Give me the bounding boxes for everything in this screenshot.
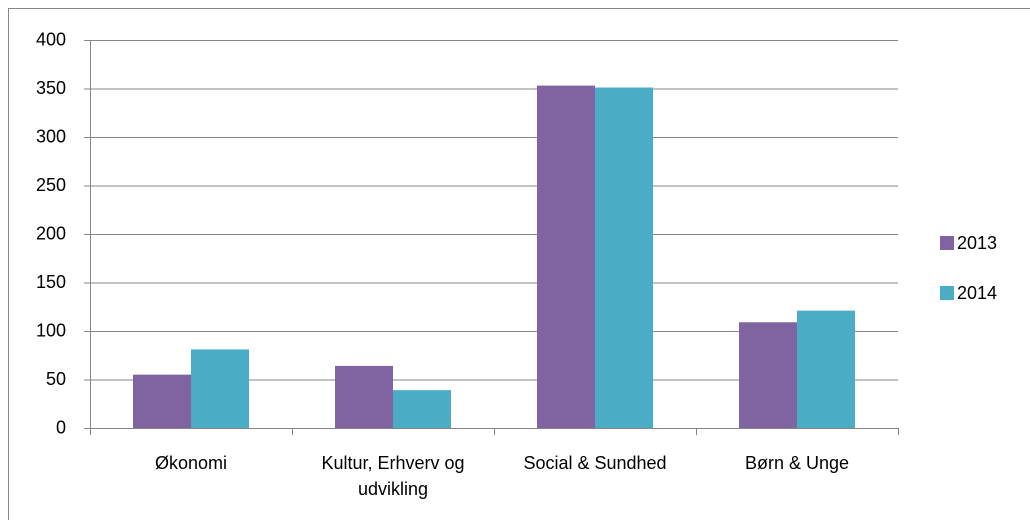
bar <box>595 87 653 428</box>
bar <box>537 85 595 428</box>
bar <box>335 365 393 428</box>
y-tick-label: 400 <box>36 29 66 49</box>
x-tick-label: Social & Sundhed <box>523 453 667 473</box>
y-tick-label: 250 <box>36 175 66 195</box>
x-tick-label: Kultur, Erhverv og udvikling <box>321 453 465 499</box>
legend-label: 2014 <box>957 283 997 303</box>
y-tick-label: 50 <box>46 369 66 389</box>
y-tick-label: 100 <box>36 320 66 340</box>
x-tick-label: Økonomi <box>154 453 228 473</box>
y-tick-label: 350 <box>36 78 66 98</box>
bar <box>191 349 249 428</box>
x-tick-label: Børn & Unge <box>744 453 850 473</box>
bar <box>739 322 797 428</box>
bar <box>797 310 855 428</box>
legend-label: 2013 <box>957 233 997 253</box>
y-tick-label: 150 <box>36 272 66 292</box>
y-tick-label: 300 <box>36 126 66 146</box>
y-tick-label: 200 <box>36 223 66 243</box>
legend-swatch <box>940 236 954 250</box>
chart-border <box>8 8 1030 520</box>
y-tick-label: 0 <box>56 417 66 437</box>
legend-swatch <box>940 286 954 300</box>
bar <box>133 374 191 428</box>
bar <box>393 390 451 428</box>
